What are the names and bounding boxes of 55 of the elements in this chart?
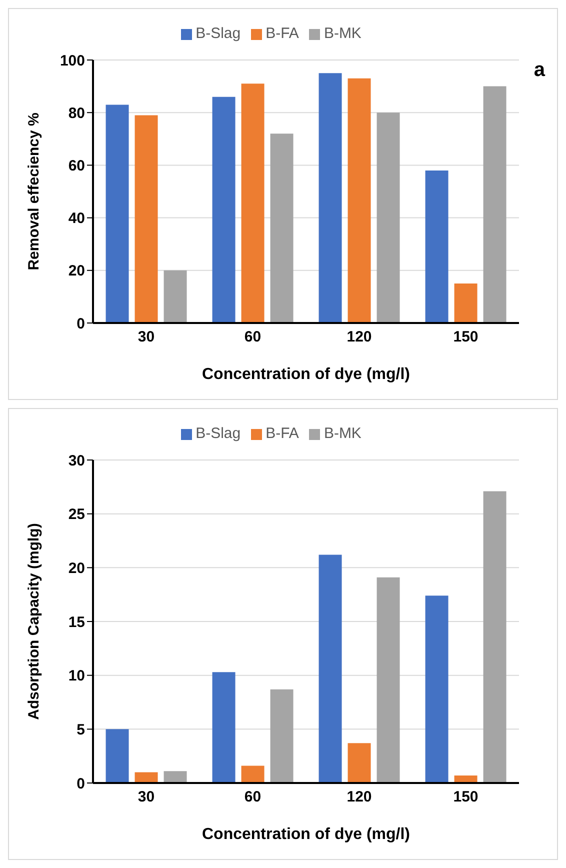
bar <box>348 78 371 323</box>
x-axis-title: Concentration of dye (mg/l) <box>202 826 410 843</box>
x-tick-label: 150 <box>453 328 478 346</box>
legend-label: B-Slag <box>196 25 241 42</box>
bar <box>483 86 506 323</box>
y-tick-label: 40 <box>68 210 85 228</box>
bar <box>376 112 400 323</box>
y-tick-label: 0 <box>76 315 85 332</box>
legend-label: B-FA <box>266 425 299 442</box>
y-tick-label: 20 <box>68 262 85 280</box>
bar <box>241 84 264 323</box>
y-tick-label: 5 <box>76 721 85 738</box>
legend-label: B-FA <box>266 25 299 42</box>
y-tick-label: 0 <box>76 775 85 792</box>
y-tick-label: 100 <box>60 52 85 70</box>
bar <box>318 554 342 783</box>
bar <box>134 772 158 783</box>
bar <box>212 672 236 783</box>
x-tick-label: 60 <box>244 328 262 346</box>
bar <box>376 577 400 783</box>
x-tick-label: 150 <box>453 788 478 806</box>
legend-label: B-MK <box>324 25 362 42</box>
y-tick-label: 20 <box>68 560 85 577</box>
bar <box>106 729 129 783</box>
x-axis-title: Concentration of dye (mg/l) <box>202 366 410 383</box>
y-tick-label: 10 <box>68 668 85 685</box>
bar <box>348 743 371 783</box>
bar <box>106 104 129 323</box>
y-tick-label: 15 <box>68 614 85 631</box>
bar <box>212 96 236 323</box>
x-tick-label: 30 <box>138 788 155 806</box>
y-tick-label: 30 <box>68 452 85 470</box>
bar <box>164 270 187 323</box>
x-tick-label: 120 <box>346 328 372 346</box>
y-tick-label: 80 <box>68 104 85 122</box>
text: a <box>534 59 545 82</box>
bar <box>425 170 448 323</box>
bar <box>318 73 342 323</box>
bar <box>483 491 506 783</box>
y-tick-label: 25 <box>68 506 85 524</box>
y-axis-title: Removal effeciency % <box>25 112 42 270</box>
y-axis-title: Adsorption Capacity (mglg) <box>25 523 42 720</box>
bar <box>241 766 264 783</box>
y-tick-label: 60 <box>68 158 85 175</box>
bar <box>134 115 158 323</box>
legend-label: B-MK <box>324 425 362 442</box>
x-tick-label: 60 <box>244 788 262 806</box>
bar <box>164 771 187 783</box>
x-tick-label: 120 <box>346 788 372 806</box>
x-tick-label: 30 <box>138 328 155 346</box>
bar <box>454 284 478 323</box>
bar <box>270 134 294 323</box>
legend-label: B-Slag <box>196 425 241 442</box>
bar <box>425 596 448 783</box>
bar <box>270 689 294 783</box>
